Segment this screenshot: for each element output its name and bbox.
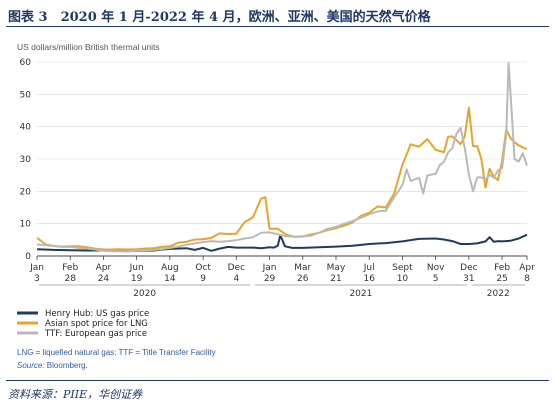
series-line-1 xyxy=(36,106,528,251)
x-tick-month: Jan xyxy=(262,263,277,273)
y-tick-label: 10 xyxy=(20,220,32,230)
gridlines xyxy=(37,61,527,257)
x-tick-month: Jan xyxy=(29,263,44,273)
source-note: Source: Bloomberg. xyxy=(17,361,88,370)
x-tick-month: Feb xyxy=(494,263,510,273)
x-tick-day: 28 xyxy=(64,274,76,284)
x-tick-day: 24 xyxy=(98,274,110,284)
year-labels: 2020 2021 2022 xyxy=(39,284,525,299)
x-tick-labels: Jan3Feb28Apr24Jun19Aug14Oct9Dec4Jan29Mar… xyxy=(29,256,535,284)
x-tick-day: 9 xyxy=(200,274,206,284)
x-tick-month: Jul xyxy=(363,263,375,273)
footer-divider xyxy=(6,380,549,381)
x-tick-month: Apr xyxy=(96,263,112,273)
x-tick-day: 3 xyxy=(34,274,40,284)
definitions-note: LNG = liquefied natural gas; TTF = Title… xyxy=(17,348,216,357)
x-tick-month: Dec xyxy=(460,263,477,273)
x-tick-month: Nov xyxy=(427,263,445,273)
x-tick-day: 5 xyxy=(433,274,439,284)
y-axis-label: US dollars/million British thermal units xyxy=(17,42,160,52)
source-note-value: Bloomberg. xyxy=(45,361,88,370)
x-tick-month: Dec xyxy=(228,263,245,273)
series-line-0 xyxy=(36,233,528,252)
x-tick-month: Apr xyxy=(519,263,535,273)
y-tick-label: 0 xyxy=(25,252,31,262)
y-tick-label: 20 xyxy=(20,187,32,197)
x-tick-day: 19 xyxy=(131,274,143,284)
y-tick-label: 30 xyxy=(20,155,32,165)
source-note-label: Source: xyxy=(17,361,45,370)
x-tick-month: Sept xyxy=(392,263,413,273)
year-label: 2021 xyxy=(349,289,372,299)
x-tick-day: 8 xyxy=(524,274,530,284)
y-tick-labels: 0 10 20 30 40 50 60 xyxy=(20,58,32,262)
x-tick-month: Aug xyxy=(161,263,179,273)
x-tick-month: Oct xyxy=(195,263,211,273)
legend-label-1: Asian spot price for LNG xyxy=(45,319,148,329)
year-label: 2020 xyxy=(133,289,156,299)
x-tick-day: 25 xyxy=(496,274,507,284)
title-divider xyxy=(6,26,549,27)
series-lines xyxy=(36,62,528,253)
x-tick-day: 29 xyxy=(264,274,276,284)
x-tick-month: Feb xyxy=(62,263,78,273)
x-tick-day: 14 xyxy=(164,274,176,284)
x-tick-month: Mar xyxy=(294,263,311,273)
x-tick-day: 31 xyxy=(463,274,474,284)
x-tick-day: 4 xyxy=(233,274,239,284)
y-tick-label: 50 xyxy=(20,90,32,100)
x-tick-day: 21 xyxy=(330,274,341,284)
x-tick-day: 16 xyxy=(363,274,375,284)
y-tick-label: 60 xyxy=(20,58,32,68)
figure-title: 图表 3 2020 年 1 月-2022 年 4 月，欧洲、亚洲、美国的天然气价… xyxy=(8,10,431,25)
legend-label-2: TTF: European gas price xyxy=(44,329,147,339)
legend-label-0: Henry Hub: US gas price xyxy=(45,309,149,319)
x-tick-month: Jun xyxy=(129,263,144,273)
source-footer: 资料来源：PIIE，华创证券 xyxy=(8,388,143,401)
x-tick-month: May xyxy=(327,263,346,273)
year-label: 2022 xyxy=(487,289,510,299)
y-tick-label: 40 xyxy=(20,123,32,133)
x-tick-day: 10 xyxy=(397,274,409,284)
x-tick-day: 26 xyxy=(297,274,309,284)
series-line-2 xyxy=(36,62,528,253)
